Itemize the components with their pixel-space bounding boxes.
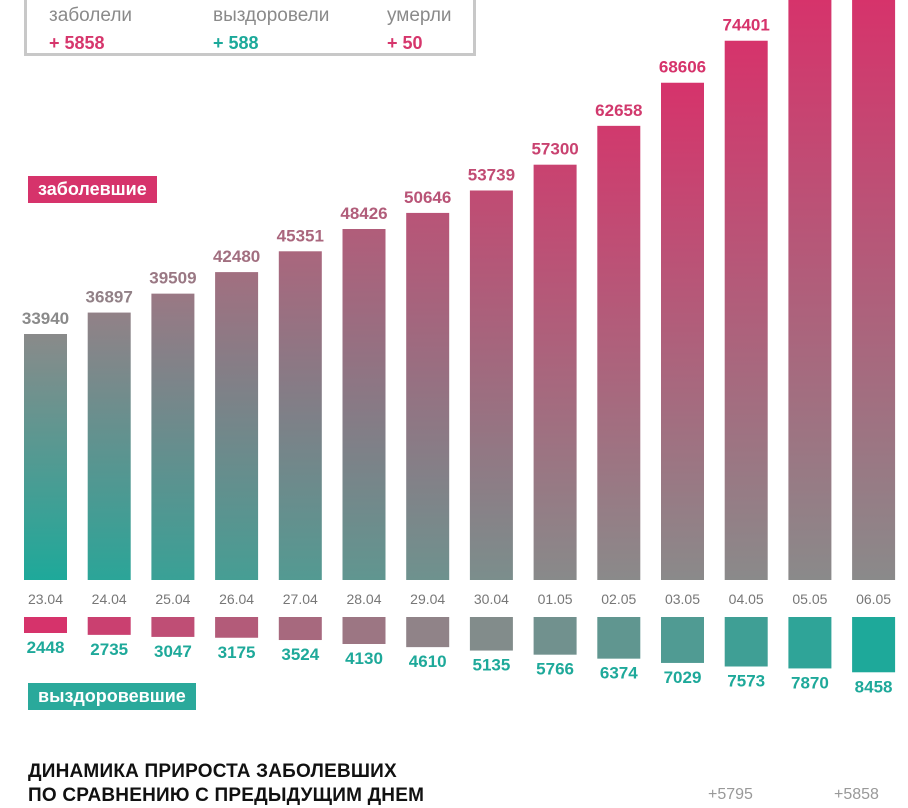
label-recovered-30.04: 5135 — [472, 656, 510, 675]
label-sick-27.04: 45351 — [277, 226, 324, 245]
bar-sick-28.04 — [342, 229, 386, 580]
date-label-29.04: 29.04 — [410, 591, 445, 607]
bar-sick-02.05 — [597, 125, 641, 581]
bar-recovered-04.05 — [724, 617, 768, 667]
bar-sick-23.04 — [24, 334, 67, 580]
bar-recovered-05.05 — [788, 617, 832, 669]
bar-recovered-28.04 — [342, 617, 386, 644]
bar-recovered-06.05 — [852, 617, 896, 673]
date-label-26.04: 26.04 — [219, 591, 254, 607]
bar-sick-01.05 — [533, 164, 577, 580]
legend-tag-sick: заболевшие — [28, 176, 157, 203]
date-label-02.05: 02.05 — [601, 591, 636, 607]
legend-tag-recovered: выздоровевшие — [28, 683, 196, 710]
bar-sick-26.04 — [215, 272, 259, 580]
bar-sick-27.04 — [278, 251, 322, 580]
bar-sick-30.04 — [469, 190, 513, 580]
label-recovered-06.05: 8458 — [855, 677, 893, 696]
bar-sick-06.05 — [852, 0, 896, 580]
bar-sick-04.05 — [724, 40, 768, 581]
bar-recovered-30.04 — [469, 617, 513, 651]
label-recovered-23.04: 2448 — [27, 638, 65, 657]
bar-recovered-03.05 — [661, 617, 704, 663]
label-recovered-27.04: 3524 — [281, 645, 319, 664]
label-recovered-24.04: 2735 — [90, 640, 128, 659]
stat-died-label: умерли — [387, 5, 452, 26]
bar-sick-05.05 — [788, 0, 832, 580]
label-recovered-03.05: 7029 — [664, 668, 702, 687]
date-label-06.05: 06.05 — [856, 591, 891, 607]
date-label-04.05: 04.05 — [729, 591, 764, 607]
footer-title: ДИНАМИКА ПРИРОСТА ЗАБОЛЕВШИХ ПО СРАВНЕНИ… — [28, 760, 424, 808]
footer-delta-1: +5795 — [708, 786, 753, 803]
label-recovered-05.05: 7870 — [791, 673, 829, 692]
footer-delta-2: +5858 — [834, 786, 879, 803]
bar-sick-29.04 — [406, 212, 450, 580]
bar-recovered-24.04 — [87, 617, 131, 635]
bar-recovered-29.04 — [406, 617, 450, 648]
stat-sick-label: заболели — [49, 5, 133, 26]
label-sick-24.04: 36897 — [86, 288, 133, 307]
label-recovered-29.04: 4610 — [409, 652, 447, 671]
label-sick-02.05: 62658 — [595, 101, 642, 120]
date-label-03.05: 03.05 — [665, 591, 700, 607]
bar-sick-03.05 — [661, 82, 704, 581]
label-recovered-01.05: 5766 — [536, 660, 574, 679]
date-label-28.04: 28.04 — [346, 591, 381, 607]
bar-recovered-25.04 — [151, 617, 195, 637]
label-sick-23.04: 33940 — [22, 309, 69, 328]
bar-recovered-26.04 — [215, 617, 259, 638]
footer-title-line2: ПО СРАВНЕНИЮ С ПРЕДЫДУЩИМ ДНЕМ — [28, 785, 425, 806]
label-recovered-26.04: 3175 — [218, 643, 256, 662]
bar-recovered-01.05 — [533, 617, 577, 655]
bar-recovered-02.05 — [597, 617, 641, 659]
bar-recovered-27.04 — [278, 617, 322, 641]
label-sick-26.04: 42480 — [213, 247, 260, 266]
date-label-23.04: 23.04 — [28, 591, 63, 607]
label-sick-30.04: 53739 — [468, 165, 515, 184]
stat-recovered-label: выздоровели — [213, 5, 330, 26]
date-label-27.04: 27.04 — [283, 591, 318, 607]
date-label-05.05: 05.05 — [792, 591, 827, 607]
stat-sick: заболели + 5858 — [49, 5, 132, 54]
bar-sick-25.04 — [151, 293, 195, 580]
label-recovered-04.05: 7573 — [727, 671, 765, 690]
label-sick-04.05: 74401 — [723, 16, 770, 35]
stat-recovered: выздоровели + 588 — [213, 5, 329, 54]
label-sick-25.04: 39509 — [149, 269, 196, 288]
stat-recovered-value: + 588 — [213, 33, 259, 53]
daily-stats-box: заболели + 5858 выздоровели + 588 умерли… — [24, 0, 476, 56]
label-sick-01.05: 57300 — [531, 140, 578, 159]
label-recovered-02.05: 6374 — [600, 664, 638, 683]
label-sick-03.05: 68606 — [659, 58, 706, 77]
stat-sick-value: + 5858 — [49, 33, 105, 53]
label-sick-29.04: 50646 — [404, 188, 451, 207]
date-label-30.04: 30.04 — [474, 591, 509, 607]
date-label-24.04: 24.04 — [92, 591, 127, 607]
bar-sick-24.04 — [87, 312, 131, 580]
date-label-01.05: 01.05 — [538, 591, 573, 607]
date-label-25.04: 25.04 — [155, 591, 190, 607]
label-recovered-25.04: 3047 — [154, 642, 192, 661]
stat-died: умерли + 50 — [387, 5, 452, 54]
label-recovered-28.04: 4130 — [345, 649, 383, 668]
footer-title-line1: ДИНАМИКА ПРИРОСТА ЗАБОЛЕВШИХ — [28, 761, 397, 782]
label-sick-28.04: 48426 — [340, 204, 387, 223]
bar-recovered-23.04 — [24, 617, 67, 633]
stat-died-value: + 50 — [387, 33, 423, 53]
